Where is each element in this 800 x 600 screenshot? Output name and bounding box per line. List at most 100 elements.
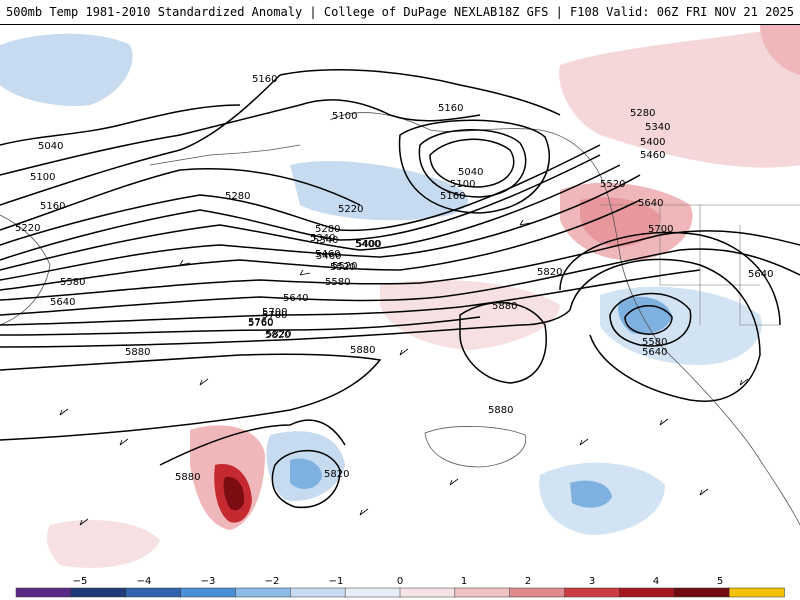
- contour-label: 5040: [38, 141, 63, 152]
- contour-label: 5340: [310, 233, 335, 244]
- contour-label: 5580: [642, 337, 667, 348]
- colorbar-swatch: [235, 587, 292, 598]
- colorbar-swatch: [125, 587, 182, 598]
- colorbar-swatch: [728, 587, 785, 598]
- contour-label: 5100: [450, 179, 475, 190]
- contour-5640-low: [609, 292, 692, 347]
- contour-label: 5400: [356, 239, 381, 250]
- contour-label: 5760: [248, 318, 273, 329]
- contour-label: 5160: [40, 201, 65, 212]
- wind-barb: [579, 438, 589, 446]
- state-borders: [600, 204, 800, 326]
- red-anomaly-ne: [559, 25, 800, 168]
- wind-barb: [699, 488, 709, 496]
- blue-anomaly-south-core: [290, 458, 322, 489]
- contour-5460: [0, 174, 641, 281]
- contour-label: 5460: [315, 249, 340, 260]
- contour-label: 5100: [332, 111, 357, 122]
- anomaly-map[interactable]: 5040 5100 5160 5220 5280 5340 5400 5460 …: [0, 25, 800, 575]
- contour-label: 5160: [438, 103, 463, 114]
- contour-5820-east: [569, 258, 761, 402]
- wind-barb: [449, 478, 459, 486]
- contour-5580: [0, 230, 800, 301]
- colorbar-tick: −5: [73, 576, 88, 587]
- contour-label: 5400: [640, 137, 665, 148]
- wind-barb: [59, 408, 69, 416]
- contour-label: 5640: [283, 293, 308, 304]
- colorbar-swatch: [674, 587, 730, 598]
- contour-label: 5640: [748, 269, 773, 280]
- wind-barb: [119, 438, 129, 446]
- wind-barb: [79, 518, 89, 526]
- contour-5520: [0, 199, 641, 291]
- contour-label: 5340: [313, 235, 338, 246]
- state-border-3: [739, 225, 780, 326]
- hawaii-island: [424, 426, 527, 468]
- colorbar-swatch: [509, 587, 566, 598]
- contour-label: 5280: [315, 224, 340, 235]
- colorbar-tick: 5: [717, 576, 723, 587]
- contour-label: 5700: [262, 307, 287, 318]
- contour-label: 5280: [225, 191, 250, 202]
- colorbar-tick: −1: [329, 576, 344, 587]
- contour-5160-north: [279, 69, 561, 116]
- colorbar-tick: −2: [265, 576, 280, 587]
- wind-barb: [299, 269, 311, 276]
- blue-anomaly-se-core: [570, 480, 612, 508]
- wind-barbs: [59, 219, 749, 526]
- contour-5820-west: [0, 309, 571, 348]
- contour-5040-west: [0, 104, 241, 146]
- colorbar-tick: −4: [137, 576, 152, 587]
- colorbar-swatch: [564, 587, 621, 598]
- colorbar-swatch: [454, 587, 511, 598]
- contour-label: 5580: [60, 277, 85, 288]
- contour-5340: [0, 154, 601, 261]
- contour-label: 5880: [488, 405, 513, 416]
- contour-label: 5700: [262, 310, 287, 321]
- contour-label: 5220: [338, 204, 363, 215]
- contour-label: 5880: [350, 345, 375, 356]
- contour-5400: [0, 164, 621, 271]
- contour-label: 5040: [458, 167, 483, 178]
- contour-5280: [0, 144, 601, 246]
- colorbar-tick: 2: [525, 576, 531, 587]
- red-anomaly-south-darkest: [223, 476, 245, 511]
- colorbar-swatch: [290, 587, 346, 598]
- blue-anomaly-alaska: [290, 160, 469, 221]
- colorbar-swatch: [344, 587, 401, 598]
- colorbar-tick: 3: [589, 576, 595, 587]
- aleutian-islands: [149, 144, 301, 166]
- contour-5100-north: [299, 99, 481, 122]
- colorbar-tick: 0: [397, 576, 403, 587]
- contour-5100-low: [418, 129, 527, 198]
- contour-label: 5640: [642, 347, 667, 358]
- wind-barb: [519, 219, 531, 226]
- contour-5760: [0, 316, 481, 336]
- map-title: 500mb Temp 1981-2010 Standardized Anomal…: [6, 5, 498, 19]
- contour-5040-low: [429, 138, 515, 188]
- contour-label: 5880: [125, 347, 150, 358]
- contour-label: 5400: [355, 239, 380, 250]
- contour-label: 5220: [15, 223, 40, 234]
- colorbar-swatch: [180, 587, 237, 598]
- contour-5880-east: [559, 231, 781, 326]
- contour-label: 5520: [332, 261, 357, 272]
- contour-label: 5520: [330, 262, 355, 273]
- contour-label: 5760: [248, 317, 273, 328]
- contour-label: 5880: [175, 472, 200, 483]
- contour-label: 5700: [648, 224, 673, 235]
- contour-label: 5280: [630, 108, 655, 119]
- contour-5160-west: [0, 74, 281, 206]
- colorbar-tick: 4: [653, 576, 659, 587]
- colorbar-swatch: [399, 587, 456, 598]
- colorbar-swatch: [15, 587, 72, 598]
- wind-barb: [399, 348, 409, 356]
- contour-label: 5820: [324, 469, 349, 480]
- colorbar-swatches: [15, 587, 785, 598]
- contour-label: 5640: [50, 297, 75, 308]
- blue-anomaly-nw: [0, 33, 133, 106]
- colorbar-ticks: −5 −4 −3 −2 −1 0 1 2 3 4 5: [73, 576, 724, 587]
- contour-label: 5640: [638, 198, 663, 209]
- colorbar: −5 −4 −3 −2 −1 0 1 2 3 4 5: [15, 576, 785, 598]
- contour-5580-low: [624, 305, 673, 335]
